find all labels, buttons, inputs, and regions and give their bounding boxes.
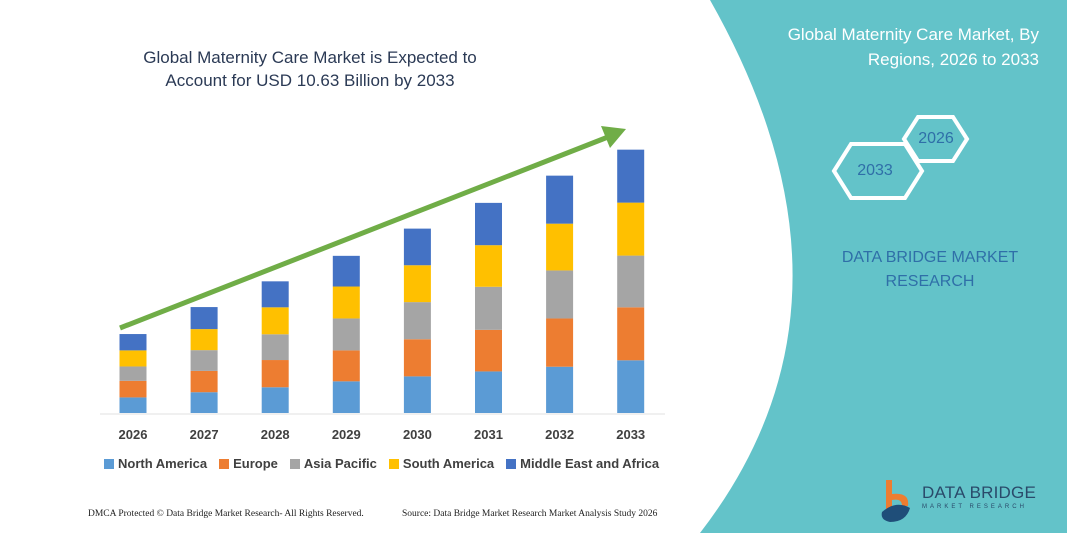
bar-segment-2032-europe xyxy=(546,318,574,367)
bar-segment-2028-europe xyxy=(261,360,289,388)
bar-segment-2027-europe xyxy=(190,370,218,393)
bar-segment-2031-europe xyxy=(475,329,502,372)
trend-arrow xyxy=(119,126,626,331)
bar-segment-2028-middle-east-and-africa xyxy=(261,281,289,308)
chart-title: Global Maternity Care Market is Expected… xyxy=(143,48,477,90)
x-tick-label: 2031 xyxy=(474,427,503,442)
legend-swatch xyxy=(289,458,300,469)
legend-swatch xyxy=(104,458,114,469)
legend-label: Europe xyxy=(233,456,278,471)
legend-item: Europe xyxy=(219,456,278,471)
bar-segment-2029-europe xyxy=(332,350,360,382)
bar-segment-2026-europe xyxy=(119,380,147,398)
x-tick-label: 2026 xyxy=(119,427,148,442)
brand-text: DATA BRIDGE MARKET RESEARCH xyxy=(841,249,1019,290)
bar-segment-2032-north-america xyxy=(546,366,574,413)
hex-2033 xyxy=(831,142,925,200)
hex-2033-label: 2033 xyxy=(857,162,893,179)
bar-segment-2032-asia-pacific xyxy=(546,270,574,319)
bar-segment-2032-middle-east-and-africa xyxy=(546,175,574,224)
legend-swatch xyxy=(219,458,230,469)
legend-label: Middle East and Africa xyxy=(520,456,660,471)
bar-segment-2031-middle-east-and-africa xyxy=(475,202,502,246)
bar-segment-2030-south-america xyxy=(403,265,431,303)
panel-title: Global Maternity Care Market, By Regions… xyxy=(787,25,1039,69)
legend-label: South America xyxy=(402,456,495,471)
bar-segment-2032-south-america xyxy=(546,223,574,271)
teal-panel xyxy=(700,0,1067,533)
x-tick-label: 2033 xyxy=(616,427,645,442)
legend-item: Asia Pacific xyxy=(289,456,377,471)
bar-segment-2027-middle-east-and-africa xyxy=(190,307,218,330)
bar-segment-2027-asia-pacific xyxy=(190,350,218,371)
bar-segment-2030-middle-east-and-africa xyxy=(403,228,431,266)
bar-segment-2030-europe xyxy=(403,339,431,377)
source-text: Source: Data Bridge Market Research Mark… xyxy=(402,509,658,519)
bar-segment-2030-asia-pacific xyxy=(403,302,431,340)
x-tick-label: 2032 xyxy=(545,427,574,442)
x-tick-label: 2027 xyxy=(190,427,219,442)
bar-segment-2026-asia-pacific xyxy=(119,366,147,381)
legend-swatch xyxy=(506,458,517,469)
legend-item: Middle East and Africa xyxy=(506,456,659,471)
bar-segment-2033-europe xyxy=(617,307,645,361)
bar-segment-2029-middle-east-and-africa xyxy=(332,255,360,287)
bar-segment-2029-north-america xyxy=(332,381,360,413)
bar-segment-2029-asia-pacific xyxy=(332,318,360,351)
bar-segment-2028-asia-pacific xyxy=(261,334,289,361)
bar-segment-2030-north-america xyxy=(403,376,431,413)
legend-item: North America xyxy=(104,456,207,471)
bar-segment-2029-south-america xyxy=(332,286,360,319)
bar-segment-2028-south-america xyxy=(261,307,289,335)
bar-segment-2033-asia-pacific xyxy=(617,255,645,308)
bar-segment-2031-asia-pacific xyxy=(475,286,502,330)
legend-swatch xyxy=(388,458,399,469)
bar-segment-2026-north-america xyxy=(119,397,147,413)
logo-subtext: MARKET RESEARCH xyxy=(922,504,1027,510)
x-tick-label: 2030 xyxy=(403,427,432,442)
bar-segment-2026-middle-east-and-africa xyxy=(119,334,147,351)
x-tick-label: 2028 xyxy=(261,427,290,442)
bar-segment-2033-south-america xyxy=(617,202,645,256)
bar-segment-2031-south-america xyxy=(475,245,502,287)
data-bridge-logo-icon xyxy=(881,480,910,522)
bar-segment-2027-south-america xyxy=(190,329,218,351)
hex-2026-label: 2026 xyxy=(918,130,954,147)
logo-text: DATA BRIDGE xyxy=(922,483,1036,502)
bar-segment-2026-south-america xyxy=(119,350,147,367)
legend-item: South America xyxy=(388,456,495,471)
bar-segment-2027-north-america xyxy=(190,392,218,413)
bar-segment-2028-north-america xyxy=(261,387,289,413)
copyright-text: DMCA Protected © Data Bridge Market Rese… xyxy=(88,509,364,519)
legend: North America Europe Asia Pacific South Ame… xyxy=(104,456,659,471)
bar-segment-2031-north-america xyxy=(475,371,502,413)
x-tick-label: 2029 xyxy=(332,427,361,442)
legend-label: North America xyxy=(118,456,208,471)
bar-segment-2033-north-america xyxy=(617,360,645,413)
bar-segment-2033-middle-east-and-africa xyxy=(617,149,645,203)
legend-label: Asia Pacific xyxy=(303,456,377,471)
